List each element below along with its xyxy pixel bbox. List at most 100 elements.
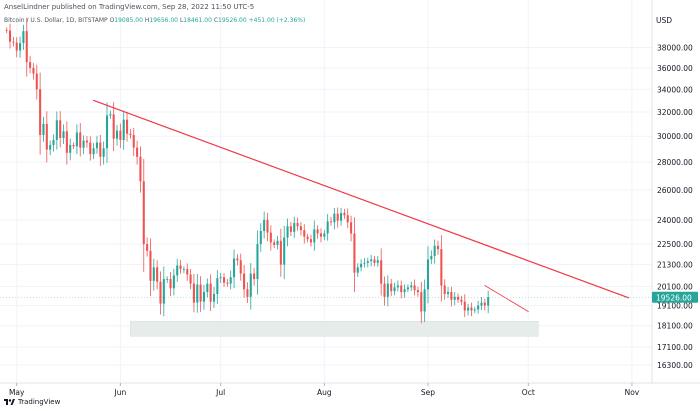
- candle-body[interactable]: [299, 226, 302, 231]
- candle-body[interactable]: [440, 249, 443, 286]
- candle-body[interactable]: [340, 212, 343, 221]
- candle-body[interactable]: [447, 292, 450, 294]
- candle-body[interactable]: [156, 267, 159, 282]
- candle-body[interactable]: [222, 277, 226, 283]
- candle-body[interactable]: [216, 278, 219, 294]
- candle-body[interactable]: [49, 145, 52, 150]
- candle-body[interactable]: [219, 277, 222, 279]
- candle-body[interactable]: [202, 292, 205, 302]
- candle-body[interactable]: [313, 229, 316, 243]
- candle-body[interactable]: [400, 285, 403, 293]
- candle-body[interactable]: [467, 307, 470, 311]
- candle-body[interactable]: [55, 120, 58, 140]
- candle-body[interactable]: [336, 213, 339, 221]
- candle-body[interactable]: [356, 267, 359, 273]
- candle-body[interactable]: [69, 145, 72, 153]
- candle-body[interactable]: [470, 307, 473, 311]
- candle-body[interactable]: [35, 73, 38, 90]
- candle-body[interactable]: [403, 289, 406, 293]
- candle-body[interactable]: [450, 292, 453, 300]
- candle-body[interactable]: [480, 302, 483, 306]
- candle-body[interactable]: [306, 236, 309, 240]
- candle-body[interactable]: [406, 287, 409, 290]
- candle-body[interactable]: [196, 284, 199, 303]
- candle-body[interactable]: [129, 133, 132, 135]
- candle-body[interactable]: [89, 142, 92, 155]
- candle-body[interactable]: [333, 213, 336, 223]
- candle-body[interactable]: [273, 242, 276, 245]
- candle-body[interactable]: [296, 223, 299, 227]
- candle-body[interactable]: [15, 42, 18, 51]
- candle-body[interactable]: [209, 283, 212, 302]
- candle-body[interactable]: [192, 283, 195, 303]
- candle-body[interactable]: [416, 290, 419, 293]
- candle-body[interactable]: [159, 281, 162, 304]
- candle-body[interactable]: [59, 120, 62, 139]
- candle-body[interactable]: [136, 147, 139, 157]
- candle-body[interactable]: [233, 258, 236, 278]
- candle-body[interactable]: [473, 309, 476, 311]
- candle-body[interactable]: [152, 267, 155, 281]
- candle-body[interactable]: [309, 239, 312, 243]
- candle-body[interactable]: [443, 285, 446, 294]
- candle-body[interactable]: [169, 279, 172, 289]
- candle-body[interactable]: [29, 62, 32, 68]
- candle-body[interactable]: [45, 123, 48, 150]
- candle-body[interactable]: [119, 130, 122, 140]
- candle-body[interactable]: [460, 299, 463, 302]
- candle-body[interactable]: [92, 148, 95, 155]
- candle-body[interactable]: [79, 132, 82, 148]
- candle-body[interactable]: [199, 284, 202, 302]
- candle-body[interactable]: [343, 212, 346, 216]
- candle-body[interactable]: [65, 131, 68, 153]
- candle-body[interactable]: [42, 123, 45, 135]
- short-trendline[interactable]: [484, 285, 529, 312]
- candle-body[interactable]: [62, 131, 65, 139]
- candle-body[interactable]: [286, 226, 289, 238]
- candle-body[interactable]: [256, 244, 259, 280]
- candle-body[interactable]: [329, 221, 333, 223]
- candle-body[interactable]: [99, 142, 102, 157]
- candle-body[interactable]: [276, 240, 279, 245]
- candle-body[interactable]: [75, 132, 78, 147]
- candle-body[interactable]: [383, 283, 386, 297]
- candle-body[interactable]: [350, 222, 353, 234]
- candle-body[interactable]: [289, 226, 292, 232]
- candle-body[interactable]: [179, 265, 182, 270]
- candle-body[interactable]: [457, 296, 460, 300]
- candle-body[interactable]: [236, 258, 239, 261]
- candle-body[interactable]: [8, 30, 12, 42]
- candle-body[interactable]: [12, 41, 15, 43]
- candle-body[interactable]: [5, 29, 8, 31]
- main-trendline[interactable]: [93, 99, 630, 299]
- candle-body[interactable]: [453, 296, 456, 300]
- candle-body[interactable]: [109, 114, 112, 116]
- candle-body[interactable]: [72, 145, 75, 147]
- candle-body[interactable]: [32, 67, 35, 74]
- tradingview-logo[interactable]: TradingView: [4, 398, 60, 406]
- candle-body[interactable]: [483, 302, 486, 306]
- candle-body[interactable]: [373, 259, 376, 263]
- candle-body[interactable]: [105, 115, 109, 149]
- candle-body[interactable]: [212, 293, 216, 302]
- candle-body[interactable]: [139, 156, 142, 182]
- candle-body[interactable]: [229, 277, 232, 284]
- candle-body[interactable]: [186, 269, 189, 275]
- candle-body[interactable]: [263, 219, 266, 232]
- support-zone-rect[interactable]: [130, 320, 539, 337]
- candle-body[interactable]: [436, 245, 440, 250]
- candle-body[interactable]: [353, 233, 356, 273]
- candle-body[interactable]: [363, 262, 366, 264]
- candle-body[interactable]: [182, 269, 185, 270]
- candle-body[interactable]: [259, 231, 262, 245]
- candle-body[interactable]: [279, 240, 282, 265]
- candle-body[interactable]: [326, 221, 329, 234]
- candle-body[interactable]: [166, 279, 169, 280]
- candle-body[interactable]: [396, 285, 399, 288]
- candle-body[interactable]: [122, 119, 125, 140]
- candle-body[interactable]: [430, 255, 433, 260]
- candle-body[interactable]: [176, 265, 179, 276]
- candle-body[interactable]: [316, 229, 319, 234]
- candle-body[interactable]: [386, 283, 389, 297]
- candle-body[interactable]: [162, 279, 165, 304]
